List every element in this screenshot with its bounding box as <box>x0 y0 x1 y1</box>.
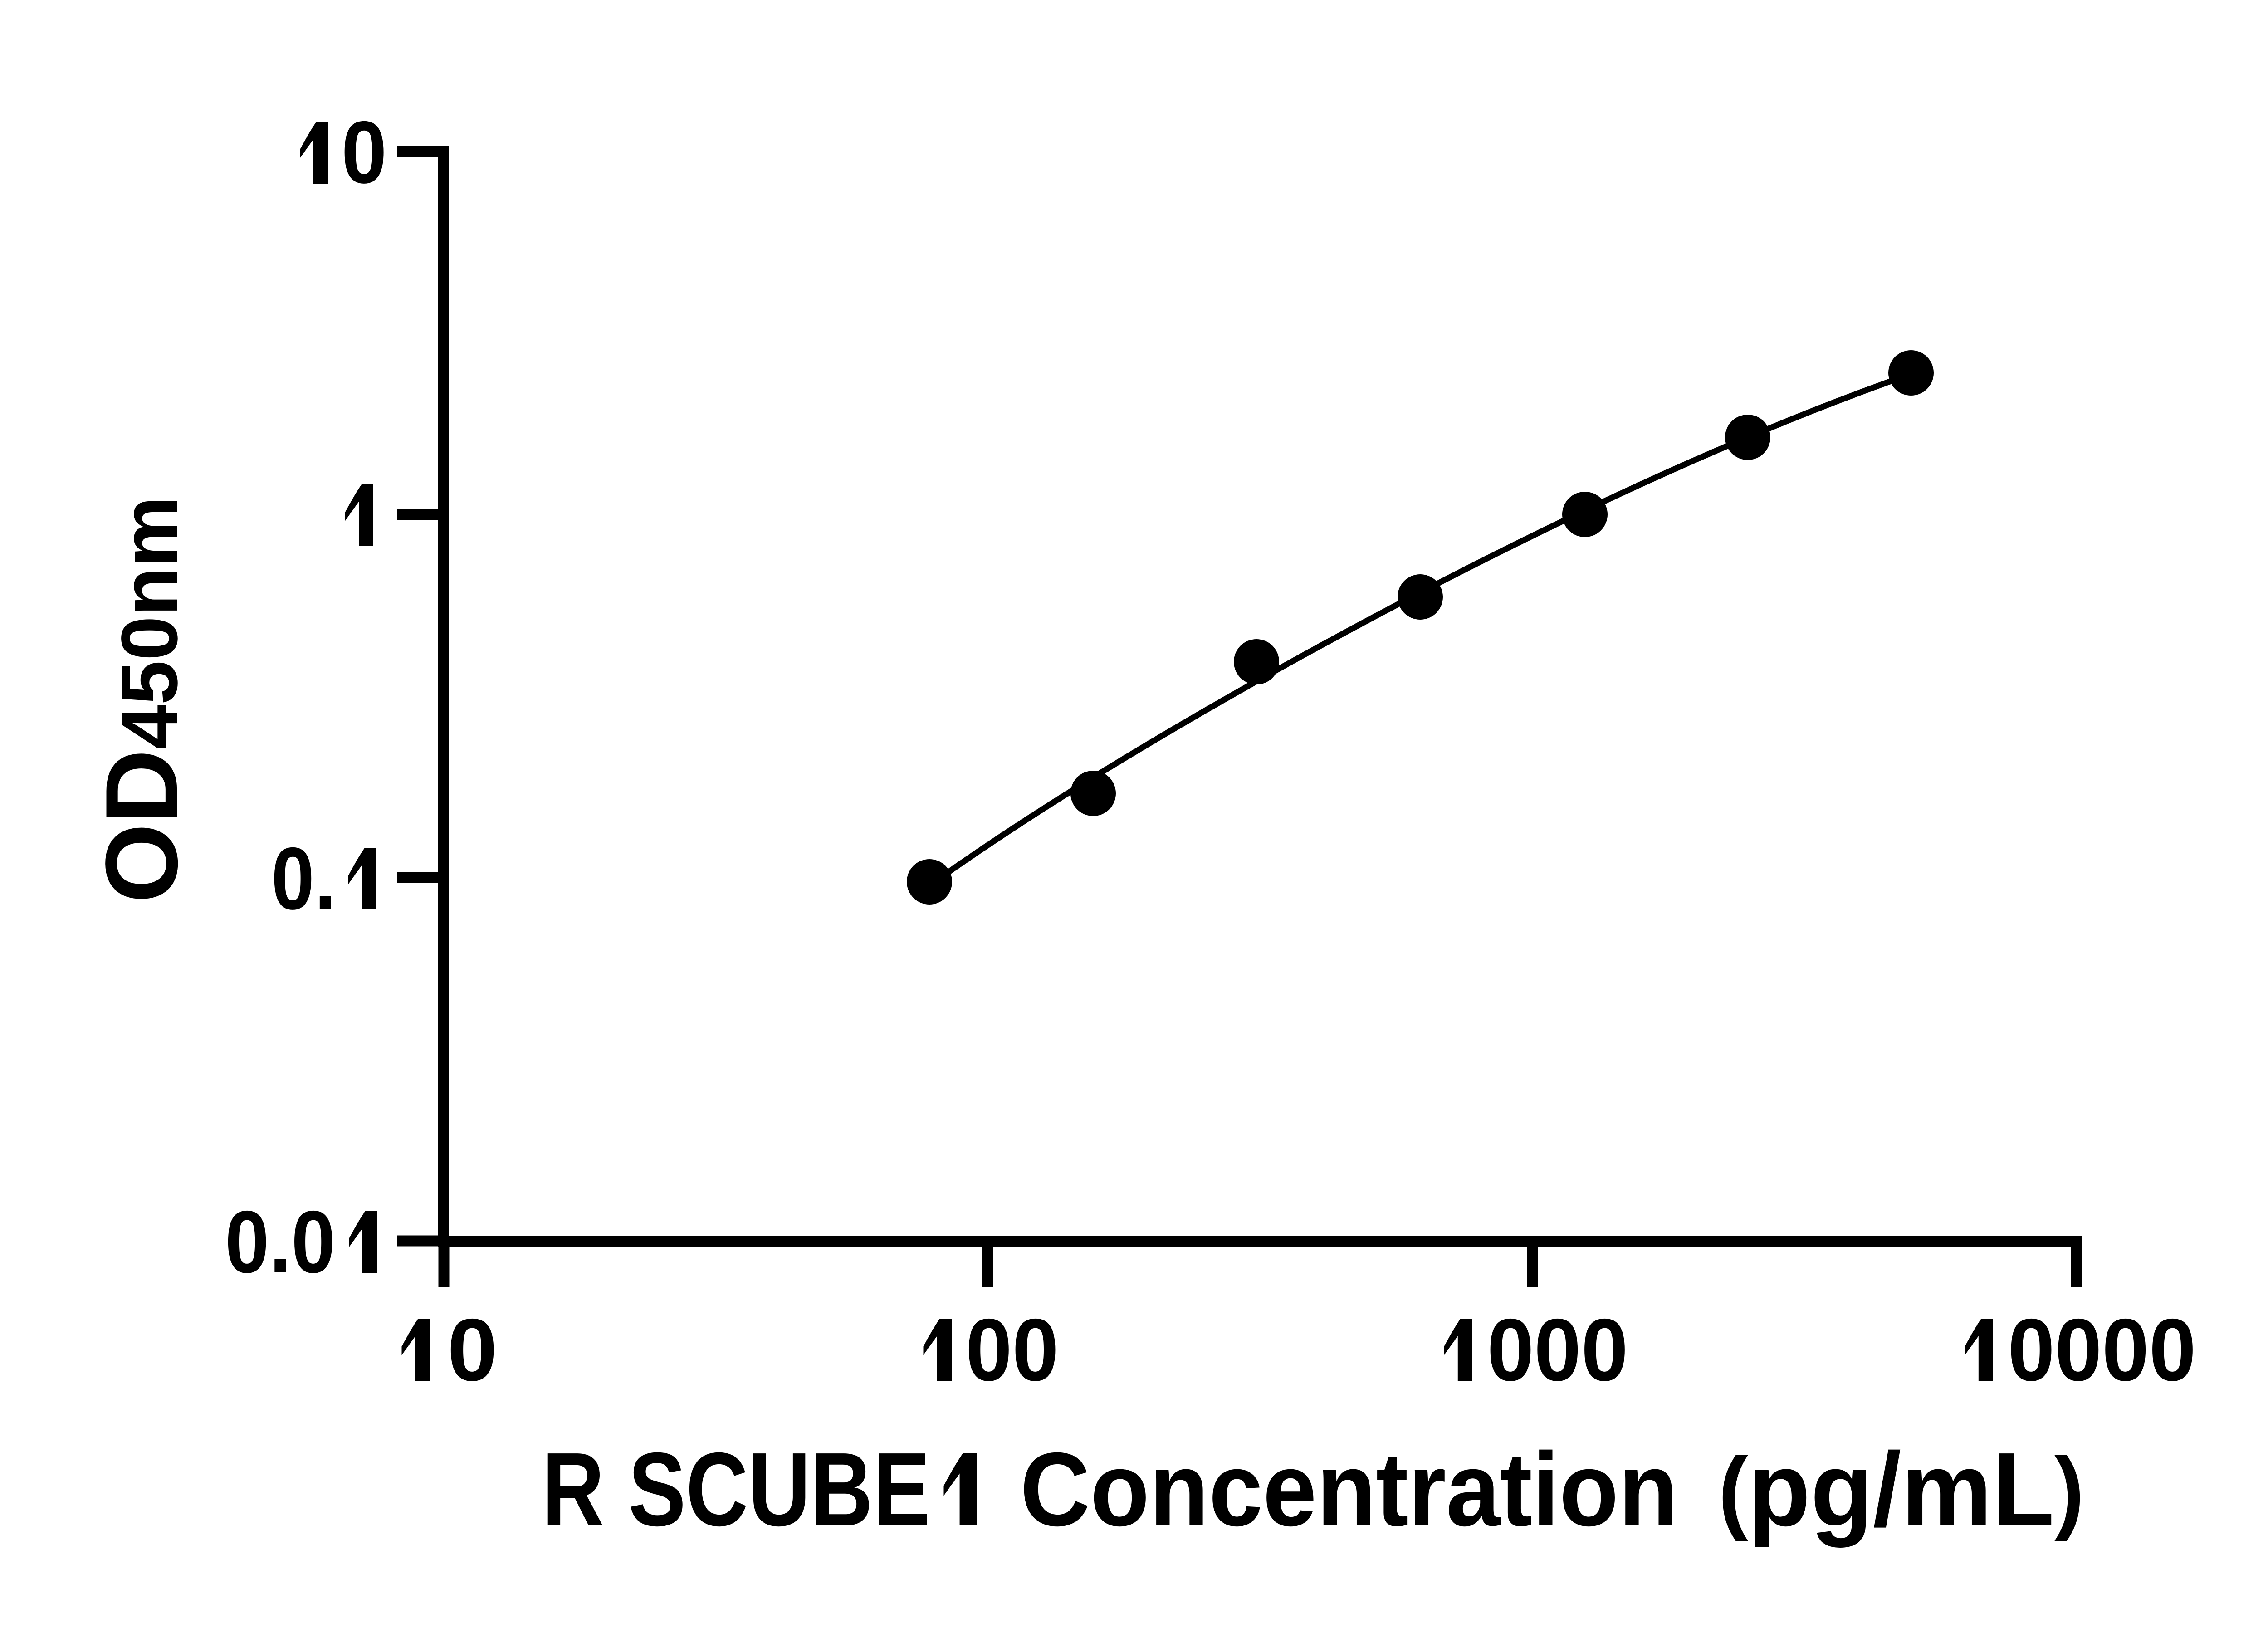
svg-text:Concentration: Concentration <box>1020 1431 1678 1548</box>
svg-text:(pg/mL): (pg/mL) <box>1718 1431 2084 1548</box>
svg-text:R SCUBE1: R SCUBE1 <box>542 1431 978 1548</box>
